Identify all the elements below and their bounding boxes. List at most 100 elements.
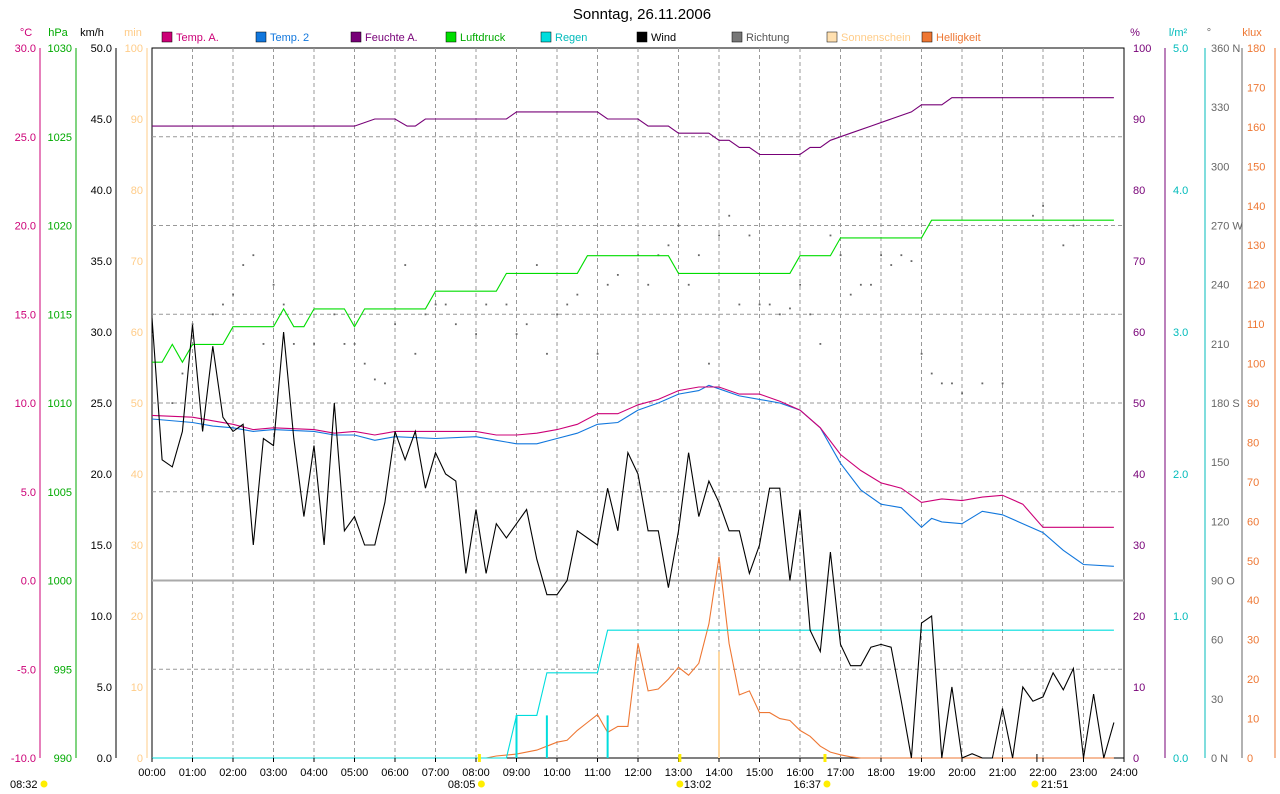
point-richtung [920, 352, 923, 355]
point-richtung [738, 303, 741, 306]
line-temp-a [151, 386, 1114, 528]
tick-humidity: 50 [1133, 398, 1145, 410]
tick-temp: -5.0 [17, 664, 36, 676]
axis-unit-wind: km/h [80, 27, 104, 39]
tick-direction: 150 [1211, 457, 1229, 469]
moonrise-icon [40, 780, 48, 788]
x-tick-label: 18:00 [867, 767, 895, 779]
series-layer [151, 97, 1115, 759]
line-helligkeit [152, 556, 1114, 759]
tick-temp: 5.0 [21, 487, 36, 499]
x-tick-label: 07:00 [422, 767, 450, 779]
tick-humidity: 100 [1133, 43, 1151, 55]
tick-brightness: 80 [1247, 437, 1259, 449]
axis-unit-temp: °C [20, 27, 32, 39]
tick-wind: 15.0 [91, 540, 112, 552]
tick-direction: 210 [1211, 339, 1229, 351]
tick-sunshine: 70 [131, 256, 143, 268]
point-richtung [718, 234, 720, 237]
x-tick-label: 06:00 [381, 767, 409, 779]
tick-sunshine: 0 [137, 753, 143, 765]
tick-wind: 10.0 [91, 611, 112, 623]
point-richtung [789, 307, 791, 310]
point-richtung [708, 362, 710, 365]
x-tick-label: 08:00 [462, 767, 490, 779]
tick-rain: 4.0 [1173, 185, 1188, 197]
line-luftdruck [152, 219, 1114, 364]
point-richtung [222, 303, 224, 306]
tick-pressure: 1010 [48, 398, 72, 410]
point-richtung [596, 352, 599, 355]
point-richtung [252, 254, 255, 257]
legend-label: Luftdruck [460, 32, 506, 44]
tick-sunshine: 10 [131, 682, 143, 694]
point-richtung [1001, 382, 1004, 385]
tick-brightness: 160 [1247, 122, 1265, 134]
point-richtung [353, 343, 356, 345]
x-tick-label: 12:00 [624, 767, 652, 779]
tick-pressure: 1020 [48, 221, 72, 233]
line-wind [151, 317, 1115, 759]
legend-label: Feuchte A. [365, 32, 418, 44]
point-richtung [566, 303, 569, 306]
legend-swatch [636, 31, 648, 43]
legend-label: Wind [651, 32, 676, 44]
tick-sunshine: 30 [131, 540, 143, 552]
moonrise-time: 08:32 [10, 779, 38, 791]
point-richtung [333, 313, 336, 316]
tick-humidity: 40 [1133, 469, 1145, 481]
tick-temp: 30.0 [15, 43, 36, 55]
point-richtung [373, 378, 376, 381]
tick-direction: 0 N [1211, 753, 1228, 765]
line-regen [152, 629, 1114, 759]
point-richtung [697, 254, 700, 257]
legend-label: Helligkeit [936, 32, 981, 44]
point-richtung [1032, 214, 1034, 217]
sunset-time: 16:37 [793, 779, 821, 791]
point-richtung [525, 323, 528, 326]
point-richtung [434, 303, 437, 306]
point-richtung [778, 313, 781, 316]
x-tick-label: 00:00 [138, 767, 166, 779]
tick-humidity: 20 [1133, 611, 1145, 623]
tick-wind: 20.0 [91, 469, 112, 481]
point-richtung [880, 254, 882, 257]
x-tick-label: 09:00 [503, 767, 531, 779]
tick-brightness: 120 [1247, 280, 1265, 292]
point-richtung [394, 323, 396, 326]
x-tick-label: 14:00 [705, 767, 733, 779]
tick-brightness: 50 [1247, 556, 1259, 568]
point-richtung [859, 283, 862, 286]
point-richtung [616, 274, 619, 276]
point-richtung [849, 293, 852, 296]
x-tick-label: 03:00 [260, 767, 288, 779]
point-richtung [870, 283, 872, 286]
legend-swatch [731, 31, 743, 43]
point-richtung [930, 372, 933, 375]
axis-unit-brightness: klux [1242, 27, 1262, 39]
legend-swatch [255, 31, 267, 43]
point-richtung [211, 313, 214, 316]
tick-sunshine: 50 [131, 398, 143, 410]
point-richtung [829, 234, 832, 237]
tick-brightness: 20 [1247, 674, 1259, 686]
tick-humidity: 10 [1133, 682, 1145, 694]
point-richtung [444, 303, 447, 306]
point-richtung [799, 283, 801, 286]
tick-direction: 270 W [1211, 221, 1243, 233]
tick-brightness: 180 [1247, 43, 1265, 55]
line-temp-2 [151, 384, 1114, 567]
tick-wind: 30.0 [91, 327, 112, 339]
tick-brightness: 90 [1247, 398, 1259, 410]
tick-brightness: 40 [1247, 595, 1259, 607]
tick-direction: 60 [1211, 635, 1223, 647]
legend-swatch [350, 31, 362, 43]
tick-brightness: 140 [1247, 201, 1265, 213]
point-richtung [475, 333, 477, 335]
point-richtung [151, 333, 153, 335]
tick-temp: 0.0 [21, 576, 36, 588]
tick-wind: 45.0 [91, 114, 112, 126]
legend-swatch [540, 31, 552, 43]
tick-humidity: 80 [1133, 185, 1145, 197]
point-richtung [485, 303, 488, 306]
